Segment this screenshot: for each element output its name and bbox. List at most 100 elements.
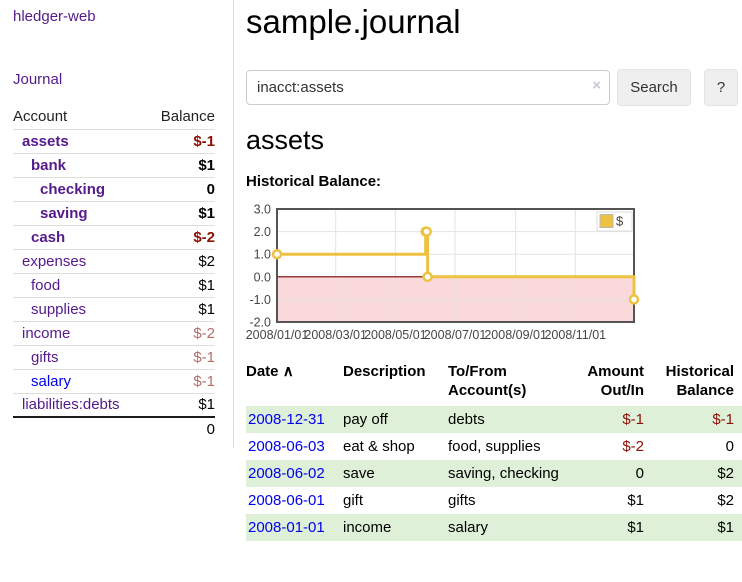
description-cell: pay off (343, 406, 448, 433)
svg-text:2008/05/01: 2008/05/01 (364, 328, 427, 342)
amount-cell: $-1 (560, 406, 644, 433)
account-balance: $1 (198, 396, 215, 414)
svg-text:2008/07/01: 2008/07/01 (424, 328, 487, 342)
sidebar-divider (233, 0, 234, 448)
accounts-table: Account Balance assets $-1 bank $1 checking 0… (13, 105, 215, 441)
account-row: liabilities:debts $1 (13, 393, 215, 417)
tofrom-accounts-cell: debts (448, 406, 560, 433)
account-link-food[interactable]: food (31, 276, 61, 294)
sort-ascending-icon: ∧ (282, 363, 294, 380)
account-row: food $1 (13, 273, 215, 298)
account-name-cell: assets (13, 129, 147, 154)
svg-text:$: $ (616, 214, 624, 229)
account-link-income[interactable]: income (22, 324, 71, 342)
nav-journal-link[interactable]: Journal (13, 71, 63, 88)
account-name-cell: checking (13, 177, 147, 202)
description-cell: gift (343, 492, 364, 509)
account-link-saving[interactable]: saving (40, 204, 88, 222)
date-cell: 2008-06-03 (246, 433, 343, 460)
account-link-assets[interactable]: assets (22, 132, 69, 150)
amount-cell: 0 (560, 460, 644, 487)
account-link-gifts[interactable]: gifts (31, 348, 59, 366)
account-row: income $-2 (13, 321, 215, 346)
account-link-checking[interactable]: checking (40, 180, 106, 198)
description-cell: eat & shop (343, 438, 415, 455)
search-input-wrap: × (246, 69, 610, 106)
account-balance: $-2 (146, 321, 215, 346)
account-balance: $-2 (146, 225, 215, 250)
account-link-supplies[interactable]: supplies (31, 300, 87, 318)
transaction-date-link[interactable]: 2008-12-31 (248, 411, 325, 428)
account-name-cell: gifts (13, 345, 147, 370)
account-link-liabilities-debts[interactable]: liabilities:debts (22, 396, 120, 414)
accounts-header-row: Account Balance (13, 105, 215, 130)
account-name-cell: income (13, 321, 147, 346)
account-link-salary[interactable]: salary (31, 372, 72, 390)
account-balance: $-1 (146, 369, 215, 394)
account-balance: $1 (146, 153, 215, 178)
search-input[interactable] (246, 70, 610, 105)
account-name-cell: food (13, 273, 147, 298)
account-row: expenses $2 (13, 249, 215, 274)
column-header-description: Description (343, 363, 426, 380)
transaction-date-link[interactable]: 2008-06-02 (248, 465, 325, 482)
account-balance: 0 (146, 177, 215, 202)
account-balance: $-1 (146, 129, 215, 154)
tofrom-accounts-cell: salary (448, 514, 560, 541)
account-row: bank $1 (13, 153, 215, 178)
account-balance: $-1 (146, 345, 215, 370)
help-button[interactable]: ? (704, 69, 738, 106)
clear-search-icon[interactable]: × (592, 77, 601, 94)
account-row: checking 0 (13, 177, 215, 202)
transaction-date-link[interactable]: 2008-06-01 (248, 492, 325, 509)
balance-cell: $2 (644, 460, 742, 487)
main-content: sample.journal × Search ? assets Histori… (246, 0, 742, 541)
amount-cell: $1 (627, 492, 644, 509)
transaction-row: 2008-06-01 gift gifts $1 $2 (246, 487, 742, 514)
account-row: gifts $-1 (13, 345, 215, 370)
account-name-cell: supplies (13, 297, 147, 322)
account-balance: $1 (146, 201, 215, 226)
account-balance: $1 (146, 297, 215, 322)
account-balance: $1 (146, 273, 215, 298)
account-link-bank[interactable]: bank (31, 156, 67, 174)
accounts-total-row: 0 (13, 416, 215, 441)
brand-link[interactable]: hledger-web (13, 8, 96, 25)
chart-title: Historical Balance: (246, 173, 382, 190)
transaction-row: 2008-12-31 pay off debts $-1 $-1 (246, 406, 742, 433)
account-name-cell: liabilities:debts (13, 393, 147, 417)
historical-balance-chart[interactable]: $3.0 2.0 1.0 0.0 -1.0 -2.0 2008/01/01 2008/03/0… (246, 203, 742, 348)
search-form: × Search ? (246, 69, 742, 106)
transaction-row: 2008-06-03 eat & shop food, supplies $-2 0 (246, 433, 742, 460)
date-cell: 2008-06-01 (246, 487, 343, 514)
account-name-cell: cash (13, 225, 147, 250)
account-row: supplies $1 (13, 297, 215, 322)
column-header-date: Date ∧ (246, 362, 343, 406)
description-cell: save (343, 460, 448, 487)
svg-text:-1.0: -1.0 (249, 293, 271, 307)
transaction-row: 2008-06-02 save saving, checking 0 $2 (246, 460, 742, 487)
svg-text:0.0: 0.0 (254, 270, 271, 284)
account-balance: $2 (146, 249, 215, 274)
svg-text:2008/09/01: 2008/09/01 (484, 328, 547, 342)
account-name-cell: salary (13, 369, 147, 394)
date-column-label: Date (246, 363, 279, 380)
column-header-balance: Historical Balance (665, 363, 734, 399)
date-cell: 2008-01-01 (246, 514, 343, 541)
balance-cell: $-1 (644, 406, 742, 433)
page-title: sample.journal (246, 3, 461, 40)
account-link-expenses[interactable]: expenses (22, 252, 87, 270)
sidebar: hledger-web Journal Account Balance asse… (0, 0, 233, 582)
tofrom-accounts-cell: gifts (448, 492, 476, 509)
register-table: Date ∧ Description To/From Account(s) Am… (246, 362, 742, 541)
amount-cell: $-2 (622, 438, 644, 455)
transaction-date-link[interactable]: 2008-06-03 (248, 438, 325, 455)
account-name-cell: bank (13, 153, 147, 178)
search-button[interactable]: Search (617, 69, 691, 106)
accounts-header-balance: Balance (146, 105, 215, 130)
transaction-date-link[interactable]: 2008-01-01 (248, 519, 325, 536)
account-row: assets $-1 (13, 129, 215, 154)
svg-text:2.0: 2.0 (254, 225, 271, 239)
tofrom-accounts-cell: food, supplies (448, 438, 541, 455)
account-link-cash[interactable]: cash (31, 228, 66, 246)
